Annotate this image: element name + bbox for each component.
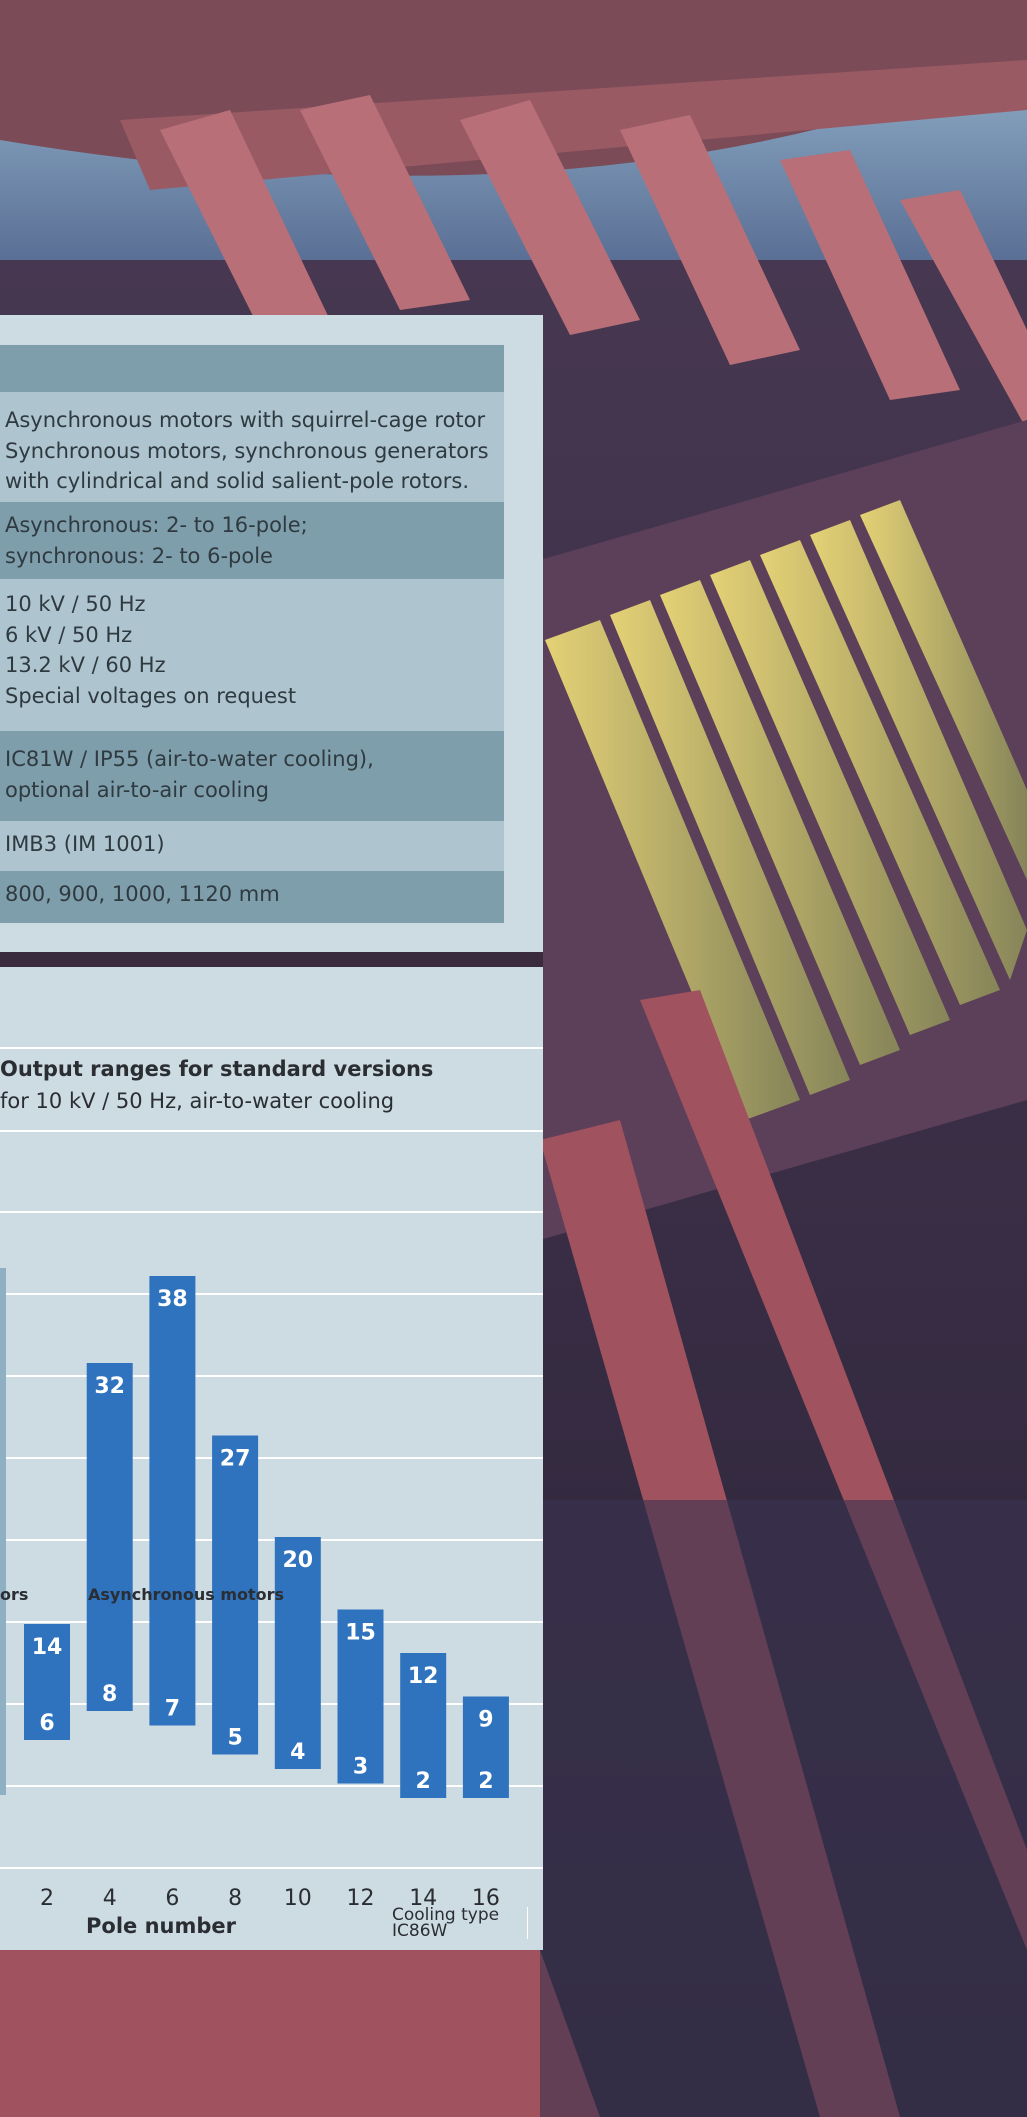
bar-label-high: 27 xyxy=(220,1447,251,1472)
x-tick-label: 8 xyxy=(228,1886,242,1911)
bar xyxy=(24,1624,70,1740)
bar xyxy=(274,1537,321,1769)
spec-text: Special voltages on request xyxy=(5,683,297,708)
spec-text: 800, 900, 1000, 1120 mm xyxy=(5,882,280,906)
x-tick-label: 14 xyxy=(409,1886,437,1911)
x-tick-label: 4 xyxy=(103,1886,117,1911)
gridline xyxy=(0,1293,543,1295)
x-tick-label: 16 xyxy=(472,1886,500,1911)
spec-text: with cylindrical and solid salient-pole … xyxy=(5,469,470,493)
spec-text: IC81W / IP55 (air-to-water cooling), xyxy=(5,747,374,771)
bar-label-low: 6 xyxy=(39,1711,54,1736)
spec-row-mounting: IMB3 (IM 1001) xyxy=(0,821,504,871)
bar-label-high: 32 xyxy=(94,1374,125,1399)
spec-text: Synchronous motors, synchronous generato… xyxy=(5,438,489,463)
x-tick-label: 12 xyxy=(347,1886,375,1911)
bar xyxy=(212,1435,259,1755)
bar-label-high: 20 xyxy=(282,1548,313,1573)
cooling-note: Cooling type IC86W xyxy=(392,1905,528,1941)
gridline xyxy=(0,1211,543,1213)
bar xyxy=(86,1363,133,1711)
spec-text: Asynchronous: 2- to 16-pole; xyxy=(5,513,308,537)
bar-label-low: 7 xyxy=(165,1697,180,1722)
gridline xyxy=(0,1457,543,1459)
spec-text: Asynchronous motors with squirrel-cage r… xyxy=(5,408,486,432)
gridline xyxy=(0,1539,543,1541)
bar-label-high: 38 xyxy=(157,1287,188,1312)
bar-label-high: 14 xyxy=(32,1635,63,1660)
bar xyxy=(149,1276,196,1726)
cooling-note-line: Cooling type xyxy=(392,1905,500,1925)
spec-row-shaft-height: 800, 900, 1000, 1120 mm xyxy=(0,871,504,923)
spec-row-motor-types: Asynchronous motors with squirrel-cage r… xyxy=(0,392,504,502)
spec-text: optional air-to-air cooling xyxy=(5,777,269,802)
series-label-partial: ors xyxy=(0,1585,28,1604)
chart-subtitle: for 10 kV / 50 Hz, air-to-water cooling xyxy=(0,1089,395,1113)
spec-panel: Asynchronous motors with squirrel-cage r… xyxy=(0,315,543,952)
gridline xyxy=(0,1130,543,1132)
gridline xyxy=(0,1703,543,1705)
bar-label-low: 8 xyxy=(102,1682,117,1707)
spec-row-voltage: 10 kV / 50 Hz 6 kV / 50 Hz 13.2 kV / 60 … xyxy=(0,579,504,731)
bar-partial xyxy=(0,1268,6,1795)
bar xyxy=(462,1696,509,1798)
spec-text: synchronous: 2- to 6-pole xyxy=(5,543,273,568)
gridline xyxy=(0,1621,543,1623)
bar-label-low: 3 xyxy=(353,1755,368,1780)
x-tick-label: 2 xyxy=(40,1886,54,1911)
x-axis-label: Pole number xyxy=(86,1914,236,1938)
chart-plot: 14 6 32 8 38 7 27 5 20 4 15 3 12 2 9 2 Asynchronous moto… xyxy=(0,1268,543,1911)
spec-text: 13.2 kV / 60 Hz xyxy=(5,653,166,677)
bar-label-high: 15 xyxy=(345,1621,376,1646)
bar xyxy=(400,1653,447,1798)
bar-label-low: 4 xyxy=(290,1740,305,1765)
chart-title: Output ranges for standard versions xyxy=(0,1057,434,1081)
bar-label-high: 9 xyxy=(478,1708,493,1733)
cooling-note-line: IC86W xyxy=(392,1921,448,1941)
spec-row-cooling: IC81W / IP55 (air-to-water cooling), opt… xyxy=(0,731,504,821)
bar-label-low: 5 xyxy=(227,1726,242,1751)
bar-label-low: 2 xyxy=(416,1769,431,1794)
bar-label-low: 2 xyxy=(478,1769,493,1794)
spec-row-header xyxy=(0,345,504,392)
spec-text: 10 kV / 50 Hz xyxy=(5,592,146,616)
chart-panel: Output ranges for standard versions for … xyxy=(0,967,543,1950)
gridline xyxy=(0,1047,543,1049)
spec-row-poles: Asynchronous: 2- to 16-pole; synchronous… xyxy=(0,502,504,579)
spec-text: 6 kV / 50 Hz xyxy=(5,622,133,647)
series-label: Asynchronous motors xyxy=(88,1585,284,1604)
x-tick-label: 6 xyxy=(165,1886,179,1911)
spec-text: IMB3 (IM 1001) xyxy=(5,832,165,856)
bar-label-high: 12 xyxy=(408,1664,439,1689)
gridline xyxy=(0,1375,543,1377)
bar xyxy=(337,1609,384,1784)
gridline xyxy=(0,1785,543,1787)
x-tick-label: 10 xyxy=(284,1886,312,1911)
gridline xyxy=(0,1867,543,1869)
